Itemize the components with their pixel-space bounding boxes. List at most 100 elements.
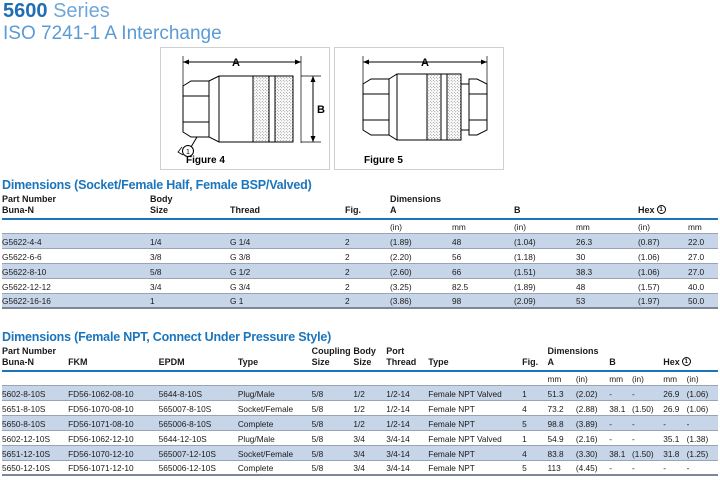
svg-text:B: B <box>317 104 325 116</box>
cell-value: (2.16) <box>575 430 610 446</box>
cell-value: 38.3 <box>576 263 638 279</box>
th2-port: Port <box>386 346 405 356</box>
table2-body: 5602-8-10S FD56-1062-08-10 5644-8-10S Plug/… <box>2 385 718 476</box>
cell-part-number: G5622-12-12 <box>2 278 150 294</box>
th-buna-n: Buna-N <box>2 205 34 215</box>
th-part-number: Part Number <box>2 194 57 204</box>
table2-blue-rule <box>2 368 718 372</box>
cell-value: 1/2-14 <box>386 400 429 416</box>
th-body: Body <box>150 194 173 204</box>
th2-dim-a: A <box>547 357 555 367</box>
cell-value: (3.30) <box>575 445 610 461</box>
unit2-hex-in: (in) <box>686 371 718 386</box>
cell-value: 5644-12-10S <box>158 430 238 446</box>
th2-type: Type <box>428 357 449 367</box>
cell-value: 113 <box>547 460 576 476</box>
cell-value: 2 <box>345 293 390 309</box>
unit-a-mm: mm <box>452 219 514 234</box>
cell-value: 5/8 <box>311 385 354 401</box>
cell-value: 56 <box>452 248 514 264</box>
title-line-1: 5600 Series <box>3 0 222 23</box>
th-dimensions: Dimensions <box>390 194 442 204</box>
cell-value: (2.20) <box>390 248 452 264</box>
cell-value: (1.25) <box>686 445 718 461</box>
table-row: G5622-4-4 1/4 G 1/4 2 (1.89) 48 (1.04) 26.3 (0.8… <box>2 233 718 249</box>
footnote-circle-1-icon: 1 <box>681 357 691 366</box>
cell-value: 5/8 <box>311 460 354 476</box>
cell-value: (0.87) <box>638 233 688 249</box>
th2-hex-label: Hex <box>663 357 680 367</box>
cell-value: G 1/2 <box>230 263 345 279</box>
cell-value: 38.1 <box>609 445 632 461</box>
cell-value: 1 <box>150 293 230 309</box>
cell-value: 1/2 <box>353 385 387 401</box>
th2-body-size: Size <box>353 357 372 367</box>
cell-value: (2.09) <box>514 293 576 309</box>
table-row: G5622-6-6 3/8 G 3/8 2 (2.20) 56 (1.18) 30 (1.06)… <box>2 248 718 264</box>
cell-value: FD56-1062-12-10 <box>68 430 159 446</box>
table-row: 5651-12-10S FD56-1070-12-10 565007-12-10S S… <box>2 445 718 461</box>
cell-value: - <box>631 415 664 431</box>
cell-value: (3.89) <box>575 415 610 431</box>
cell-value: 27.0 <box>688 263 718 279</box>
cell-value: G 1/4 <box>230 233 345 249</box>
cell-value: (4.45) <box>575 460 610 476</box>
th2-port-thread: Thread <box>386 357 417 367</box>
cell-value: 2 <box>345 263 390 279</box>
table-row: 5650-8-10S FD56-1071-08-10 565006-8-10S Com… <box>2 415 718 431</box>
unit2-b-in: (in) <box>631 371 664 386</box>
th2-fig: Fig. <box>522 357 539 367</box>
svg-text:A: A <box>232 57 240 69</box>
cell-value: 50.0 <box>688 293 718 309</box>
cell-value: 1/4 <box>150 233 230 249</box>
cell-value: (2.02) <box>575 385 610 401</box>
th-fig: Fig. <box>345 205 361 215</box>
cell-value: 38.1 <box>609 400 632 416</box>
th2-hex: Hex 1 <box>663 356 718 368</box>
cell-value: 82.5 <box>452 278 514 294</box>
cell-value: Female NPT Valved <box>428 385 523 401</box>
figure-4-svg: A B 1 <box>177 56 325 157</box>
cell-value: (1.06) <box>638 248 688 264</box>
figure-5-svg: A <box>362 56 488 141</box>
title-series-word: Series <box>53 0 110 22</box>
cell-value: 565007-12-10S <box>158 445 238 461</box>
svg-text:A: A <box>421 57 429 69</box>
cell-value: (1.51) <box>514 263 576 279</box>
cell-value: (1.18) <box>514 248 576 264</box>
cell-value: 5 <box>522 460 548 476</box>
cell-value: Female NPT <box>428 445 523 461</box>
th2-dimensions: Dimensions <box>547 346 599 356</box>
cell-value: 51.3 <box>547 385 576 401</box>
cell-value: 1/2-14 <box>386 385 429 401</box>
cell-value: - <box>631 430 664 446</box>
th2-type-seal: Type <box>237 357 259 367</box>
cell-value: 48 <box>576 278 638 294</box>
cell-value: 1/2 <box>353 400 387 416</box>
cell-value: 35.1 <box>663 430 687 446</box>
cell-value: Female NPT <box>428 460 523 476</box>
cell-value: 54.9 <box>547 430 576 446</box>
cell-value: - <box>663 460 687 476</box>
title-series-number: 5600 <box>3 0 48 22</box>
unit-b-mm: mm <box>576 219 638 234</box>
cell-value: Plug/Male <box>237 385 312 401</box>
table-row: 5651-8-10S FD56-1070-08-10 565007-8-10S Soc… <box>2 400 718 416</box>
cell-value: Socket/Female <box>237 445 312 461</box>
cell-value: 3/4-14 <box>386 460 429 476</box>
svg-text:1: 1 <box>186 149 190 156</box>
table1-header-top: Part Number Body Dimensions <box>2 193 718 204</box>
table1-units-row: (in) mm (in) mm (in) mm <box>2 219 718 234</box>
cell-value: (1.06) <box>638 263 688 279</box>
figure-5-caption: Figure 5 <box>364 155 403 166</box>
table-row: 5650-12-10S FD56-1071-12-10 565006-12-10S C… <box>2 460 718 476</box>
table2-units-row: mm (in) mm (in) mm (in) <box>2 371 718 386</box>
cell-value: - <box>631 460 664 476</box>
cell-value: 83.8 <box>547 445 576 461</box>
th-dim-a: A <box>390 205 397 215</box>
table-dimensions-npt: Part Number Coupling Body Port Dimension… <box>2 345 718 476</box>
unit-b-in: (in) <box>514 219 576 234</box>
unit2-b-mm: mm <box>609 371 632 386</box>
cell-value: - <box>686 415 718 431</box>
